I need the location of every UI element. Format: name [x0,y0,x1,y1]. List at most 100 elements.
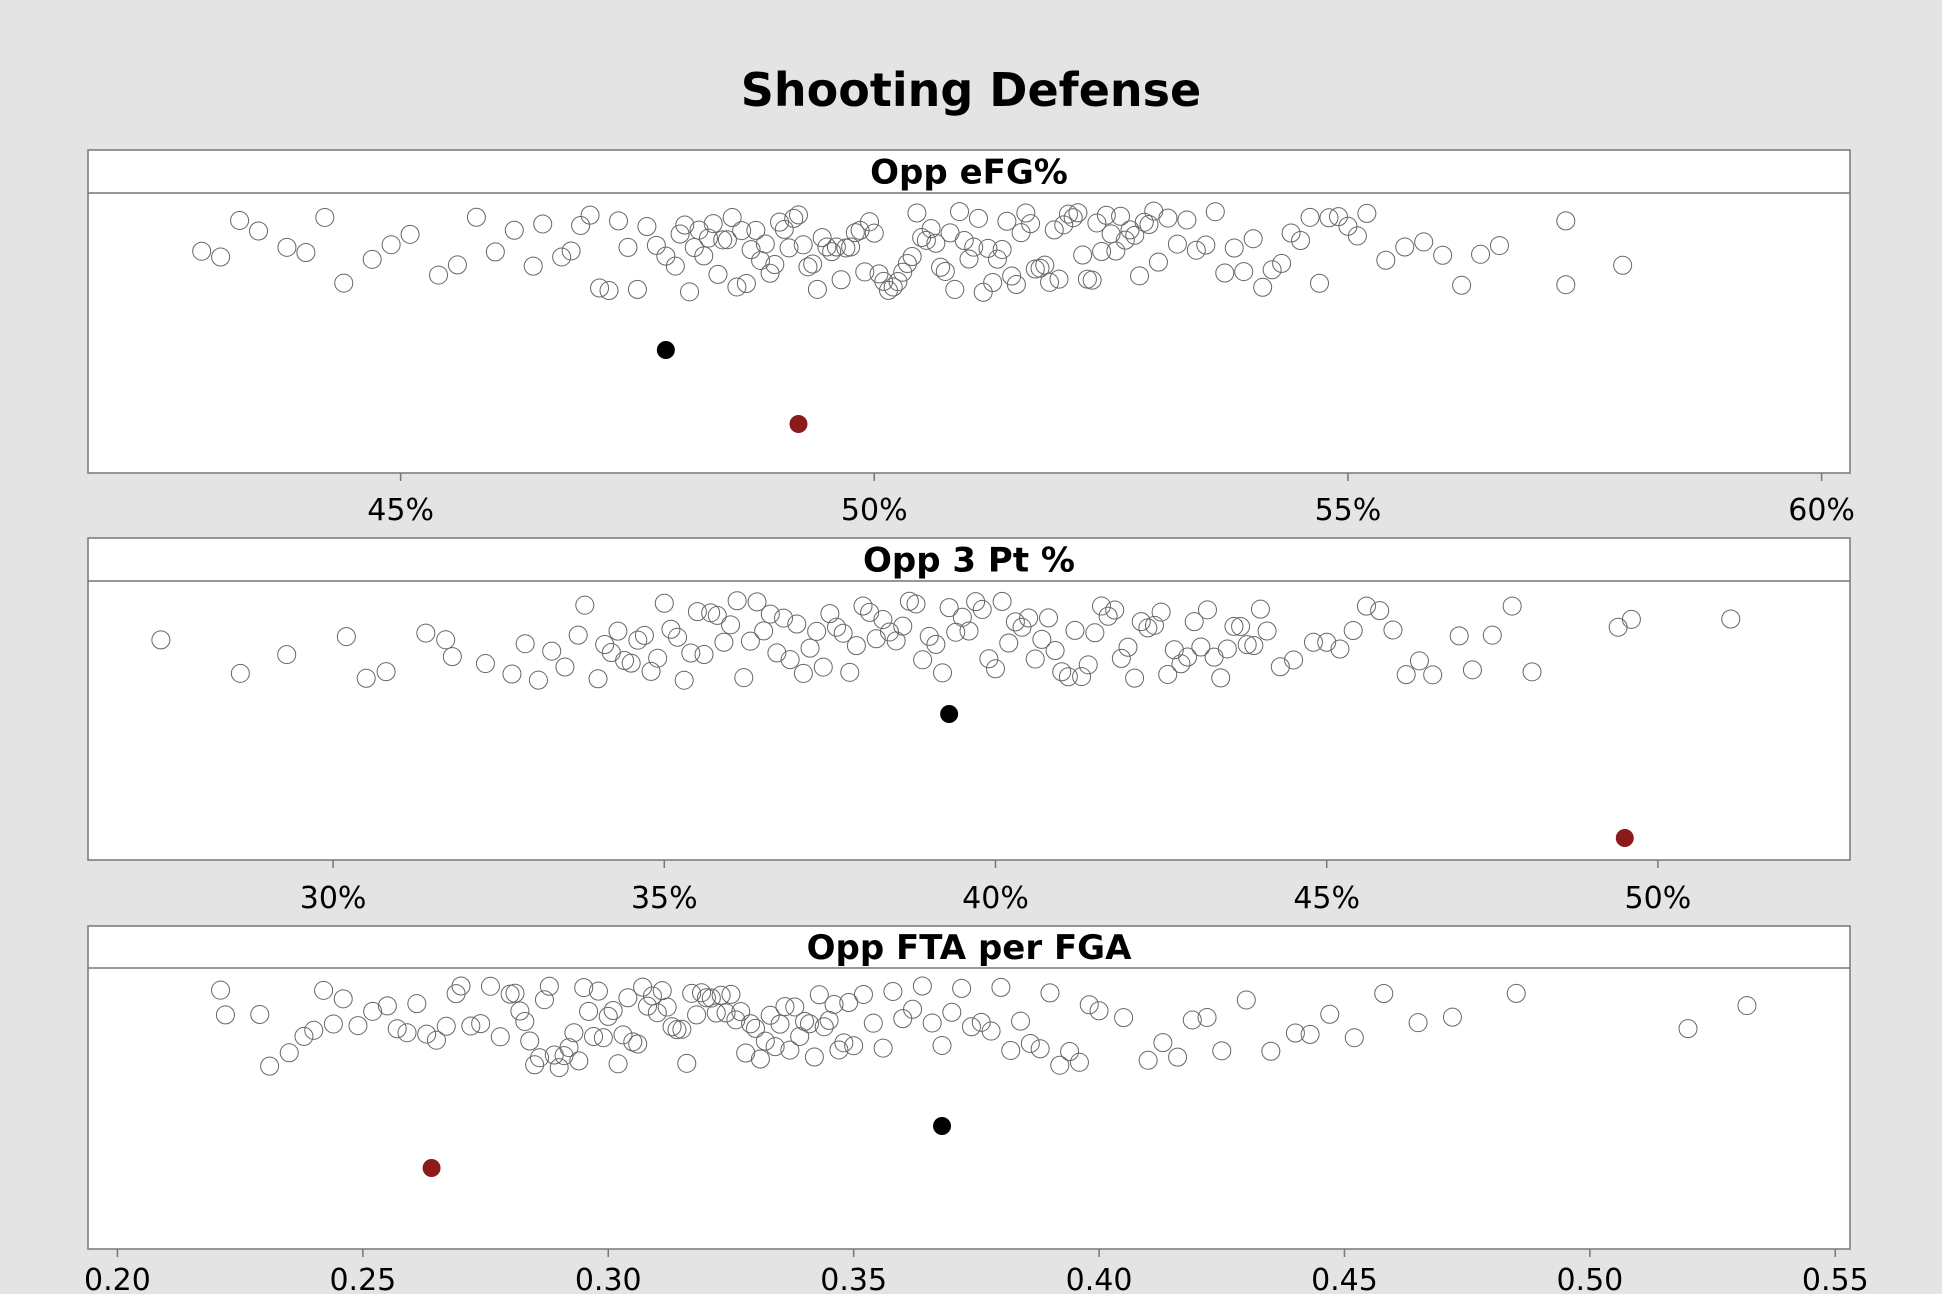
data-point [1197,600,1217,620]
data-point [692,983,712,1003]
data-point [381,235,401,255]
data-point [466,207,486,227]
highlight-point-black [940,705,959,723]
data-point [1184,612,1204,632]
data-point [588,981,608,1001]
data-point [839,993,859,1013]
data-point [807,279,827,299]
data-point [1343,621,1363,641]
data-point [528,670,548,690]
data-point [906,594,926,614]
panel-title: Opp eFG% [870,153,1068,193]
data-point [687,1005,707,1025]
data-point [1303,632,1323,652]
data-point [968,208,988,228]
data-point [1556,275,1576,295]
data-point [1130,266,1150,286]
data-point [1085,623,1105,643]
data-point [250,1004,270,1024]
data-point [539,976,559,996]
data-point [1096,205,1116,225]
data-point [1078,655,1098,675]
data-point [1471,244,1491,264]
x-tick-label: 0.55 [1802,1263,1869,1294]
data-point [1178,647,1198,667]
data-point [475,654,495,674]
data-point [1019,608,1039,628]
data-point [590,278,610,298]
data-point [564,1023,584,1043]
data-point [480,976,500,996]
data-point [845,223,865,243]
data-point [151,630,171,650]
data-point [608,1054,628,1074]
data-point [1030,1039,1050,1059]
data-point [1058,667,1078,687]
data-point [400,224,420,244]
data-point [803,254,823,274]
data-point [1374,984,1394,1004]
data-point [841,237,861,257]
data-point [641,661,661,681]
data-point [1212,1041,1232,1061]
data-point [598,1006,618,1026]
data-point [1079,995,1099,1015]
data-point [999,633,1019,653]
data-point [981,1021,1001,1041]
data-point [1262,260,1282,280]
data-point [377,996,397,1016]
data-point [1177,210,1197,230]
data-point [1118,637,1138,657]
data-point [788,205,808,225]
data-point [834,1033,854,1053]
data-point [1376,250,1396,270]
panel-title: Opp FTA per FGA [807,928,1132,968]
data-point [840,662,860,682]
data-point [192,241,212,261]
data-point [698,228,718,248]
data-point [277,237,297,257]
data-point [429,265,449,285]
data-point [1114,1008,1134,1028]
data-point [1115,230,1135,250]
data-point [1197,1007,1217,1027]
data-point [387,1019,407,1039]
data-point [1317,632,1337,652]
data-point [1433,245,1453,265]
data-point [1191,637,1211,657]
data-point [755,234,775,254]
data-point [426,1030,446,1050]
data-point [1044,220,1064,240]
data-point [1006,274,1026,294]
data-point [833,623,853,643]
data-point [1244,636,1264,656]
data-point [1054,215,1074,235]
data-point [1489,236,1509,256]
x-tick-label: 45% [367,493,434,528]
data-point [1091,596,1111,616]
data-point [959,621,979,641]
data-point [921,219,941,239]
data-point [721,984,741,1004]
data-point [314,980,334,1000]
data-point [656,246,676,266]
data-point [873,610,893,630]
data-point [775,997,795,1017]
data-point [745,1018,765,1038]
data-point [740,631,760,651]
data-point [972,599,992,619]
data-point [680,282,700,302]
data-point [1395,237,1415,257]
data-point [603,1000,623,1020]
data-point [1236,990,1256,1010]
data-point [826,237,846,257]
data-point [919,626,939,646]
data-point [568,625,588,645]
data-point [1125,668,1145,688]
highlight-point-black [933,1117,952,1135]
plot-area [87,925,1851,1250]
data-point [621,653,641,673]
data-point [1409,651,1429,671]
x-tick-label: 0.45 [1311,1263,1378,1294]
